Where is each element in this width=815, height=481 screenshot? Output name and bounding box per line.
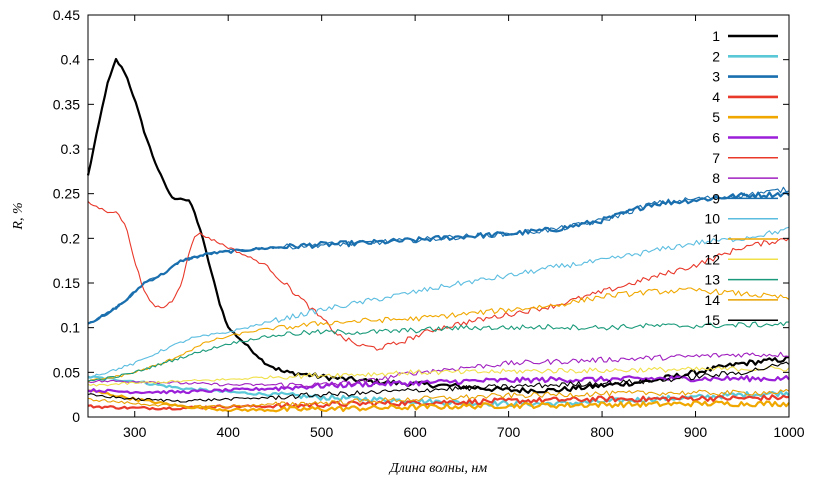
series-line-2 bbox=[87, 375, 790, 408]
x-tick-label: 500 bbox=[310, 424, 334, 440]
y-tick-label: 0.45 bbox=[53, 7, 80, 23]
series-line-7 bbox=[87, 201, 790, 351]
y-axis-label: R, % bbox=[11, 202, 26, 230]
legend-label: 8 bbox=[712, 170, 720, 186]
legend-label: 1 bbox=[712, 28, 720, 44]
legend-label: 9 bbox=[712, 190, 720, 206]
legend-label: 13 bbox=[704, 272, 720, 288]
legend-label: 12 bbox=[704, 251, 720, 267]
series-line-13 bbox=[87, 321, 789, 382]
series-line-9 bbox=[87, 186, 790, 325]
legend-label: 6 bbox=[712, 130, 720, 146]
legend-label: 5 bbox=[712, 109, 720, 125]
series-line-1 bbox=[86, 57, 790, 394]
plot-area bbox=[86, 57, 790, 413]
x-axis-label: Длина волны, нм bbox=[388, 461, 487, 476]
y-tick-label: 0.3 bbox=[61, 141, 81, 157]
series-line-12 bbox=[87, 365, 790, 387]
series-line-8 bbox=[87, 351, 790, 388]
legend-label: 14 bbox=[704, 292, 720, 308]
x-tick-label: 1000 bbox=[773, 424, 804, 440]
x-tick-label: 800 bbox=[590, 424, 614, 440]
series-line-15 bbox=[87, 361, 790, 403]
x-tick-label: 300 bbox=[123, 424, 147, 440]
x-tick-label: 900 bbox=[684, 424, 708, 440]
x-tick-label: 700 bbox=[497, 424, 521, 440]
legend-label: 2 bbox=[712, 48, 720, 64]
series-line-5 bbox=[88, 389, 790, 413]
legend-label: 10 bbox=[704, 211, 720, 227]
legend-label: 3 bbox=[712, 69, 720, 85]
legend-label: 15 bbox=[704, 312, 720, 328]
x-tick-label: 600 bbox=[403, 424, 427, 440]
legend-label: 4 bbox=[712, 89, 720, 105]
series-line-11 bbox=[87, 287, 790, 383]
y-tick-label: 0 bbox=[72, 409, 80, 425]
series-line-10 bbox=[87, 226, 790, 378]
y-tick-label: 0.15 bbox=[53, 275, 80, 291]
y-tick-label: 0.2 bbox=[61, 230, 81, 246]
y-tick-label: 0.35 bbox=[53, 96, 80, 112]
legend-label: 11 bbox=[705, 231, 720, 247]
y-tick-label: 0.25 bbox=[53, 186, 80, 202]
axes: 300 400 500 600 700 800 900 1000 0 0.05 0.1 0.15 0.2… bbox=[53, 7, 805, 440]
y-tick-label: 0.05 bbox=[53, 364, 80, 380]
series-line-6 bbox=[87, 374, 790, 395]
legend-label: 7 bbox=[712, 150, 720, 166]
y-tick-label: 0.4 bbox=[61, 52, 81, 68]
series-line-14 bbox=[87, 388, 790, 409]
y-tick-label: 0.1 bbox=[61, 320, 81, 336]
x-tick-label: 400 bbox=[217, 424, 241, 440]
plot-frame bbox=[87, 14, 790, 418]
